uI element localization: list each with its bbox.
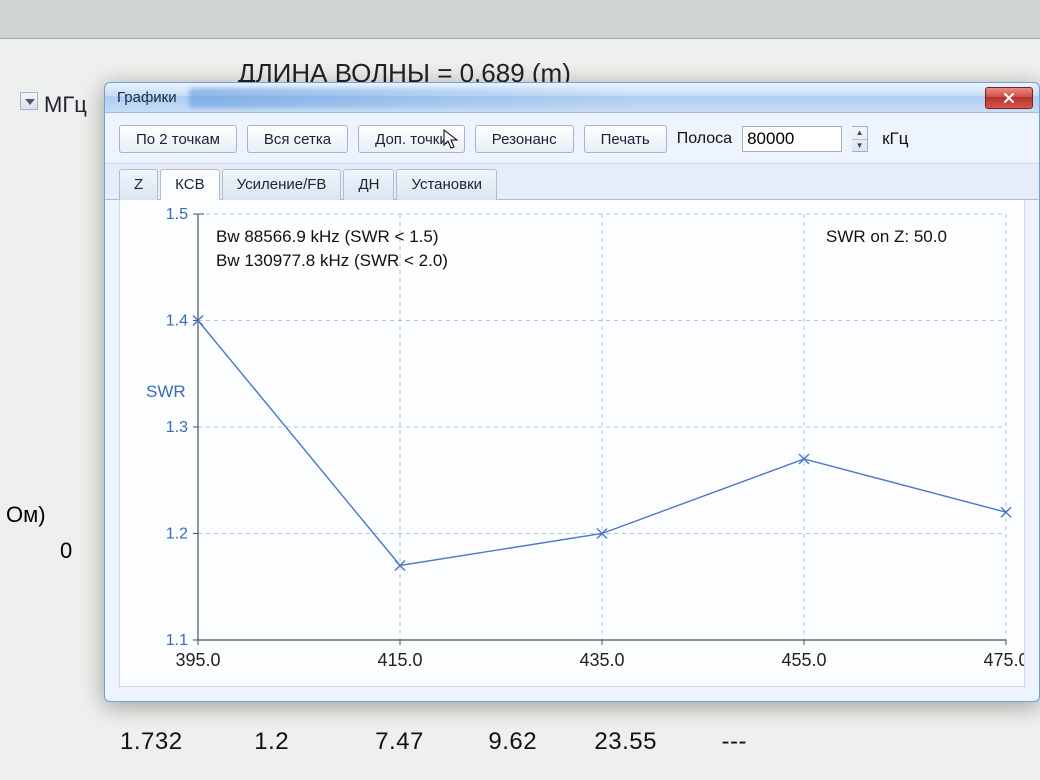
svg-text:SWR: SWR	[146, 382, 186, 401]
bg-zero-value: 0	[60, 538, 72, 564]
titlebar-blurred-text	[189, 88, 629, 108]
tab-z[interactable]: Z	[119, 169, 158, 200]
toolbar: По 2 точкам Вся сетка Доп. точки Резонан…	[105, 113, 1039, 164]
full-grid-button[interactable]: Вся сетка	[247, 125, 348, 153]
svg-text:395.0: 395.0	[175, 650, 220, 670]
bandwidth-label: Полоса	[677, 130, 732, 148]
extra-points-button[interactable]: Доп. точки	[358, 125, 465, 153]
swr-line-chart: 1.1 1.2 1.3 1.4 1.5 395.0 415.0 435.0 455.0 475.0…	[120, 200, 1024, 686]
svg-text:SWR on Z: 50.0: SWR on Z: 50.0	[826, 227, 947, 246]
print-button[interactable]: Печать	[584, 125, 667, 153]
svg-text:1.4: 1.4	[166, 313, 188, 330]
bandwidth-unit: кГц	[882, 129, 908, 149]
chevron-down-icon[interactable]: ▼	[852, 140, 867, 152]
svg-text:Bw 88566.9 kHz (SWR < 1.5): Bw 88566.9 kHz (SWR < 1.5)	[216, 227, 439, 246]
two-points-button[interactable]: По 2 точкам	[119, 125, 237, 153]
svg-text:435.0: 435.0	[579, 650, 624, 670]
window-title: Графики	[117, 89, 177, 106]
svg-text:475.0: 475.0	[983, 650, 1024, 670]
svg-text:455.0: 455.0	[781, 650, 826, 670]
ohm-label: Ом)	[6, 502, 46, 528]
tab-gain[interactable]: Усиление/FB	[222, 169, 342, 200]
tab-dn[interactable]: ДН	[343, 169, 394, 200]
freq-unit-label: МГц	[44, 92, 87, 118]
titlebar[interactable]: Графики	[105, 83, 1039, 113]
chevron-up-icon[interactable]: ▲	[852, 127, 867, 140]
svg-text:415.0: 415.0	[377, 650, 422, 670]
svg-text:1.1: 1.1	[166, 632, 188, 649]
bg-data-row: 1.732 1.2 7.47 9.62 23.55 ---	[120, 728, 747, 756]
close-button[interactable]	[985, 87, 1033, 109]
svg-text:1.3: 1.3	[166, 419, 188, 436]
svg-text:Bw 130977.8 kHz (SWR < 2.0): Bw 130977.8 kHz (SWR < 2.0)	[216, 251, 448, 270]
svg-text:1.2: 1.2	[166, 526, 188, 543]
svg-text:1.5: 1.5	[166, 206, 188, 223]
bandwidth-input[interactable]	[742, 126, 842, 152]
desktop-background: ДЛИНА ВОЛНЫ = 0,689 (m) МГц Ом) 0 1.732 …	[0, 0, 1040, 780]
tab-settings[interactable]: Установки	[396, 169, 497, 200]
tab-strip: Z КСВ Усиление/FB ДН Установки	[105, 164, 1039, 200]
chart-area: 1.1 1.2 1.3 1.4 1.5 395.0 415.0 435.0 455.0 475.0…	[119, 200, 1025, 687]
tab-ksv[interactable]: КСВ	[160, 169, 219, 200]
bandwidth-stepper[interactable]: ▲ ▼	[852, 126, 868, 152]
graphs-window: Графики По 2 точкам Вся сетка Доп. точки…	[104, 82, 1040, 702]
freq-dropdown-chevron[interactable]	[20, 92, 38, 110]
close-icon	[1003, 92, 1015, 104]
resonance-button[interactable]: Резонанс	[475, 125, 574, 153]
